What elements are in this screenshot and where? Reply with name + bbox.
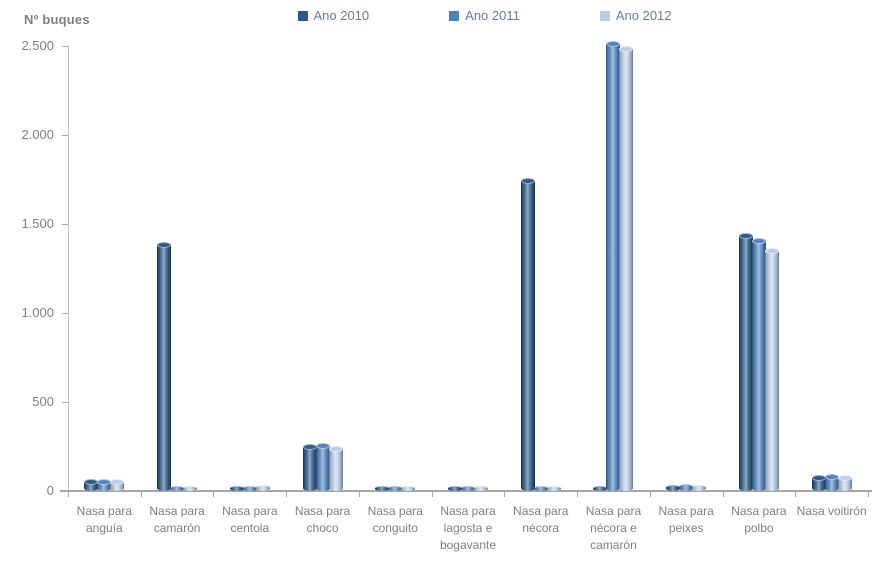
bar-ano-2012 <box>256 485 270 491</box>
chart-title: Nº buques <box>24 12 90 27</box>
bar-cap <box>329 446 343 452</box>
bar-cap <box>303 444 317 450</box>
bar-cap <box>110 479 124 485</box>
x-category-label: Nasa para conguito <box>367 504 423 535</box>
y-tick-label: 1.500 <box>21 216 54 231</box>
bar-ano-2011 <box>388 486 402 491</box>
x-axis-line <box>60 490 872 492</box>
bar-ano-2011 <box>679 484 693 491</box>
bar-ano-2011 <box>243 486 257 491</box>
x-category-label: Nasa para nécora <box>513 504 569 535</box>
y-tick-label: 2.000 <box>21 127 54 142</box>
x-tick-mark <box>868 492 869 497</box>
legend: Ano 2010 Ano 2011 Ano 2012 <box>297 8 672 23</box>
bar-ano-2012 <box>401 486 415 491</box>
x-tick-mark <box>68 492 69 497</box>
bar-ano-2012 <box>183 486 197 491</box>
bar-ano-2011 <box>606 41 620 491</box>
bar-ano-2011 <box>534 486 548 491</box>
x-tick-mark <box>432 492 433 497</box>
bar-cap <box>521 178 535 184</box>
bar-ano-2010 <box>521 178 535 491</box>
y-tick-label: 500 <box>32 394 54 409</box>
bar-cap <box>157 242 171 248</box>
x-category-label: Nasa para camarón <box>149 504 205 535</box>
bar-cap <box>619 46 633 52</box>
bar-cap <box>812 475 826 481</box>
x-tick-mark <box>577 492 578 497</box>
bar-ano-2011 <box>825 474 839 491</box>
bar-cap <box>752 238 766 244</box>
y-tick-mark <box>62 135 68 136</box>
bar-ano-2012 <box>110 479 124 491</box>
legend-swatch-icon <box>449 10 460 21</box>
y-tick-mark <box>62 313 68 314</box>
x-category-label: Nasa para polbo <box>731 504 787 535</box>
bar-cap <box>825 474 839 480</box>
bar-cap <box>606 41 620 47</box>
bar-cap <box>739 233 753 239</box>
x-tick-mark <box>795 492 796 497</box>
x-category-label: Nasa para peixes <box>658 504 714 535</box>
bar-ano-2011 <box>170 486 184 491</box>
x-category-label: Nasa voitirón <box>796 504 867 518</box>
bar-ano-2012 <box>474 486 488 491</box>
legend-swatch-icon <box>297 10 308 21</box>
x-category-label: Nasa para anguía <box>76 504 133 535</box>
bar-ano-2012 <box>765 248 779 491</box>
plot-area <box>68 41 868 491</box>
bar-ano-2010 <box>739 233 753 491</box>
legend-item: Ano 2012 <box>599 8 672 23</box>
bar-ano-2010 <box>157 242 171 491</box>
bar-cap <box>84 479 98 485</box>
bar-ano-2010 <box>230 486 244 491</box>
legend-item: Ano 2011 <box>449 8 520 23</box>
x-tick-mark <box>286 492 287 497</box>
bar-ano-2012 <box>692 485 706 491</box>
bar-ano-2010 <box>666 485 680 491</box>
x-category-label: Nasa para choco <box>294 504 351 535</box>
x-tick-mark <box>359 492 360 497</box>
bar-ano-2010 <box>593 486 607 491</box>
bar-ano-2011 <box>752 238 766 491</box>
bar-ano-2012 <box>547 486 561 491</box>
bar-ano-2011 <box>97 479 111 491</box>
y-axis-line <box>68 46 69 492</box>
bar-cap <box>838 475 852 481</box>
bar-cap <box>97 479 111 485</box>
y-tick-mark <box>62 46 68 47</box>
bar-ano-2010 <box>375 486 389 491</box>
bar-ano-2012 <box>329 446 343 491</box>
legend-swatch-icon <box>599 10 610 21</box>
x-category-label: Nasa para nécora e camarón <box>585 504 642 552</box>
x-tick-mark <box>141 492 142 497</box>
y-tick-mark <box>62 491 68 492</box>
bar-ano-2012 <box>619 46 633 491</box>
bar-ano-2010 <box>812 475 826 491</box>
bar-ano-2011 <box>316 443 330 491</box>
bar-ano-2010 <box>303 444 317 491</box>
x-tick-mark <box>650 492 651 497</box>
y-tick-mark <box>62 402 68 403</box>
x-tick-mark <box>504 492 505 497</box>
y-tick-mark <box>62 224 68 225</box>
x-tick-mark <box>213 492 214 497</box>
y-tick-label: 2.500 <box>21 38 54 53</box>
legend-label: Ano 2011 <box>465 8 520 23</box>
x-tick-mark <box>723 492 724 497</box>
legend-label: Ano 2010 <box>313 8 370 23</box>
y-tick-label: 0 <box>46 483 54 498</box>
bar-ano-2012 <box>838 475 852 491</box>
x-category-label: Nasa para centola <box>222 504 278 535</box>
bar-cap <box>765 248 779 254</box>
bar-ano-2010 <box>84 479 98 491</box>
bar-ano-2011 <box>461 486 475 491</box>
legend-label: Ano 2012 <box>615 8 672 23</box>
bar-cap <box>316 443 330 449</box>
bar-ano-2010 <box>448 486 462 491</box>
legend-item: Ano 2010 <box>297 8 369 23</box>
y-tick-label: 1.000 <box>21 305 54 320</box>
x-category-label: Nasa para lagosta e bogavante <box>439 504 497 552</box>
